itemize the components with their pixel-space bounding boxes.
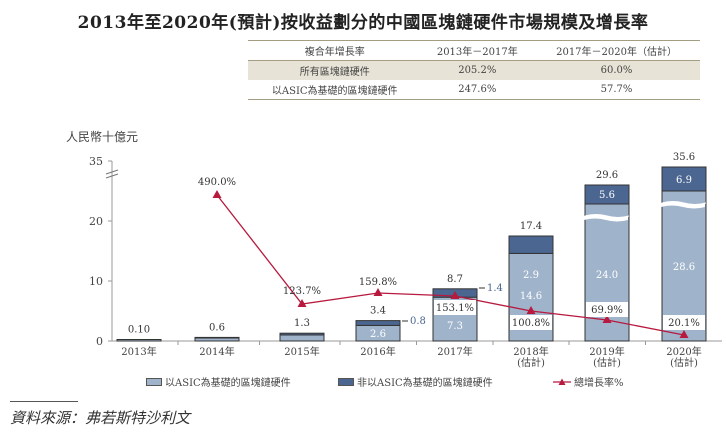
bar-total-label: 8.7 <box>447 274 463 285</box>
cagr-row-label: 以ASIC為基礎的區塊鏈硬件 <box>248 80 422 100</box>
bar-total-label: 17.4 <box>520 221 542 232</box>
cagr-row-value: 60.0% <box>533 60 700 80</box>
cagr-table: 複合年增長率 2013年－2017年 2017年－2020年（估計） 所有區塊鏈… <box>248 40 700 100</box>
bar-break-mark <box>584 214 628 222</box>
bar-segment-non-asic <box>279 332 325 336</box>
growth-label: 159.8% <box>359 277 397 288</box>
cagr-table-row: 所有區塊鏈硬件 205.2% 60.0% <box>248 60 700 80</box>
x-tick-label: 2020年 <box>666 345 701 358</box>
growth-label-box <box>663 315 705 330</box>
cagr-row-value: 57.7% <box>533 80 700 100</box>
bar-total-label: 1.3 <box>294 318 310 329</box>
bar-value-label-asic: 24.0 <box>596 270 618 281</box>
bar-segment-non-asic <box>194 336 240 339</box>
bar-total-label: 0.6 <box>209 322 225 333</box>
axis-break-mark <box>105 173 119 179</box>
y-tick-label: 20 <box>89 215 103 228</box>
cagr-row-value: 205.2% <box>421 60 534 80</box>
y-tick-label: 35 <box>89 155 103 168</box>
bar-value-label-non-asic: 2.9 <box>523 270 539 281</box>
bar-segment-asic <box>116 339 162 342</box>
y-tick-label: 0 <box>96 335 103 348</box>
growth-label: 490.0% <box>198 177 236 188</box>
x-tick-label: (估計) <box>670 356 698 369</box>
growth-label: 69.9% <box>591 305 623 316</box>
x-tick-label: (估計) <box>593 356 621 369</box>
growth-marker <box>679 330 689 338</box>
growth-label: 123.7% <box>283 286 321 297</box>
growth-marker <box>602 315 612 323</box>
bar-value-label-asic: 2.6 <box>370 329 386 340</box>
legend-label-asic: 以ASIC為基礎的區塊鏈硬件 <box>165 378 291 389</box>
bar-break-mark <box>661 201 705 209</box>
growth-marker <box>373 288 383 296</box>
legend-label-growth: 總增長率% <box>574 378 624 389</box>
legend-swatch-asic <box>146 377 162 386</box>
bar-segment-non-asic <box>508 235 554 254</box>
bar-value-label-non-asic: 1.4 <box>487 283 503 294</box>
cagr-header-period-1: 2013年－2017年 <box>421 40 534 61</box>
x-tick-label: 2013年 <box>121 345 156 358</box>
bar-segment-non-asic <box>584 184 630 205</box>
bar-value-label-asic: 28.6 <box>673 262 695 273</box>
cagr-row-value: 247.6% <box>421 80 534 100</box>
growth-label-box <box>510 315 552 330</box>
legend-item-asic: 以ASIC為基礎的區塊鏈硬件 <box>146 374 291 389</box>
cagr-table-header: 複合年增長率 2013年－2017年 2017年－2020年（估計） <box>248 40 700 61</box>
bar-segment-asic <box>279 334 325 342</box>
legend-swatch-non-asic <box>338 377 354 386</box>
y-axis-unit-label: 人民幣十億元 <box>66 130 139 144</box>
growth-label-box <box>434 300 476 315</box>
axis-break-mark <box>105 169 119 175</box>
y-tick-label: 10 <box>89 275 103 288</box>
chart-title: 2013年至2020年(預計)按收益劃分的中國區塊鏈硬件市場規模及增長率 <box>77 13 649 33</box>
x-tick-label: (估計) <box>517 356 545 369</box>
growth-label-box <box>586 302 628 317</box>
cagr-header-label: 複合年增長率 <box>248 40 422 61</box>
cagr-header-period-2: 2017年－2020年（估計） <box>533 40 700 61</box>
bar-value-label-asic: 7.3 <box>447 321 463 332</box>
bar-total-label: 29.6 <box>596 170 618 181</box>
bar-total-label: 0.10 <box>128 325 150 336</box>
bar-value-label-non-asic: 5.6 <box>599 190 615 201</box>
cagr-row-label: 所有區塊鏈硬件 <box>248 60 422 80</box>
bar-segment-non-asic <box>355 320 401 326</box>
legend-item-non-asic: 非以ASIC為基礎的區塊鏈硬件 <box>338 374 493 389</box>
growth-marker <box>526 306 536 314</box>
growth-label: 20.1% <box>668 318 700 329</box>
growth-label: 153.1% <box>436 303 474 314</box>
x-tick-label: 2015年 <box>284 345 319 358</box>
bar-segment-non-asic <box>661 166 707 192</box>
cagr-table-row: 以ASIC為基礎的區塊鏈硬件 247.6% 57.7% <box>248 80 700 100</box>
growth-marker <box>297 299 307 307</box>
legend-label-non-asic: 非以ASIC為基礎的區塊鏈硬件 <box>357 378 493 389</box>
growth-marker <box>450 291 460 299</box>
bar-total-label: 35.6 <box>673 152 695 163</box>
bar-total-label: 3.4 <box>370 306 386 317</box>
growth-label: 100.8% <box>512 318 550 329</box>
bar-break-line <box>584 214 630 218</box>
growth-marker <box>212 190 222 198</box>
legend-item-growth: 總增長率% <box>553 374 624 389</box>
source-note: 資料來源：弗若斯特沙利文 <box>10 409 191 427</box>
bar-value-label-non-asic: 0.8 <box>410 316 426 327</box>
x-tick-label: 2014年 <box>199 345 234 358</box>
bar-break-line <box>661 201 707 205</box>
legend-swatch-growth <box>553 378 571 385</box>
x-tick-label: 2019年 <box>589 345 624 358</box>
bar-value-label-non-asic: 6.9 <box>676 175 692 186</box>
x-tick-label: 2016年 <box>360 345 395 358</box>
bar-value-label-asic: 14.6 <box>520 291 542 302</box>
x-tick-label: 2017年 <box>437 345 472 358</box>
source-divider <box>10 401 78 402</box>
x-tick-label: 2018年 <box>513 345 548 358</box>
